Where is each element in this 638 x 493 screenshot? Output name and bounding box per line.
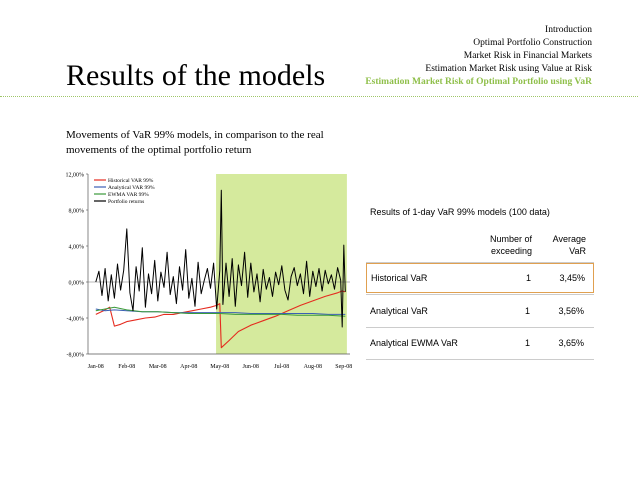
table-divider — [366, 262, 594, 263]
y-tick-label: -8,00% — [67, 353, 85, 359]
x-tick-label: Aug-08 — [304, 364, 322, 370]
table-row: Analytical VaR 1 3,56% — [366, 297, 592, 325]
row-count: 1 — [524, 338, 530, 348]
header-exceeding: Number of exceeding — [490, 233, 532, 257]
x-tick-label: Jan-08 — [88, 364, 104, 370]
y-tick-label: -4,00% — [67, 317, 85, 323]
row-label: Analytical EWMA VaR — [370, 338, 458, 348]
table-divider — [366, 359, 594, 360]
legend-label: Analytical VAR 99% — [108, 185, 155, 191]
legend-label: EWMA VAR 99% — [108, 192, 149, 198]
row-average: 3,45% — [559, 273, 585, 283]
legend-label: Historical VAR 99% — [108, 178, 154, 184]
chart-caption: Movements of VaR 99% models, in comparis… — [66, 129, 324, 156]
table-row: Historical VaR 1 3,45% — [366, 263, 594, 293]
header-average-var: Average VaR — [553, 233, 586, 257]
table-divider — [366, 327, 594, 328]
table-row: Analytical EWMA VaR 1 3,65% — [366, 329, 592, 357]
table-title: Results of 1-day VaR 99% models (100 dat… — [370, 207, 550, 217]
nav-item-var-estimation[interactable]: Estimation Market Risk using Value at Ri… — [425, 64, 592, 74]
table-divider — [366, 294, 594, 295]
title-divider — [0, 96, 638, 97]
header-average-line2: VaR — [569, 246, 586, 256]
series-line-2 — [95, 306, 346, 317]
x-tick-label: May-08 — [210, 364, 229, 370]
row-average: 3,65% — [558, 338, 584, 348]
x-tick-label: Feb-08 — [118, 364, 135, 370]
x-tick-label: Sep-08 — [335, 364, 352, 370]
series-line-1 — [95, 308, 346, 315]
row-average: 3,56% — [558, 306, 584, 316]
series-line-0 — [95, 290, 346, 349]
row-label: Analytical VaR — [370, 306, 428, 316]
var-chart: 12,00% 8,00% 4,00% 0,00% -4,00% -8,00%Jan-08 F… — [66, 173, 353, 371]
x-tick-label: Mar-08 — [149, 364, 167, 370]
row-label: Historical VaR — [371, 273, 428, 283]
plot-area: 12,00% 8,00% 4,00% 0,00% -4,00% -8,00%Jan-08 F… — [66, 173, 353, 371]
y-tick-label: 12,00% — [66, 173, 85, 179]
y-tick-label: 8,00% — [69, 209, 85, 215]
navigation-breadcrumb: Introduction Optimal Portfolio Construct… — [365, 24, 592, 89]
row-count: 1 — [525, 273, 531, 283]
nav-item-active[interactable]: Estimation Market Risk of Optimal Portfo… — [365, 77, 592, 87]
x-tick-label: Jun-08 — [243, 364, 259, 370]
x-tick-label: Jul-08 — [274, 364, 289, 370]
legend-label: Portfolio returns — [108, 198, 144, 205]
nav-item-market-risk[interactable]: Market Risk in Financial Markets — [463, 51, 592, 61]
y-tick-label: 4,00% — [69, 245, 85, 251]
row-count: 1 — [524, 306, 530, 316]
y-tick-label: 0,00% — [69, 281, 85, 287]
header-exceeding-line1: Number of — [489, 234, 532, 244]
header-exceeding-line2: exceeding — [490, 246, 532, 256]
header-average-line1: Average — [552, 234, 586, 244]
series-line-3 — [95, 189, 346, 328]
slide-title: Results of the models — [66, 59, 326, 92]
nav-item-introduction[interactable]: Introduction — [545, 25, 592, 35]
nav-item-portfolio-construction[interactable]: Optimal Portfolio Construction — [473, 38, 592, 48]
x-tick-label: Apr-08 — [180, 364, 197, 370]
highlight-band — [216, 174, 347, 354]
